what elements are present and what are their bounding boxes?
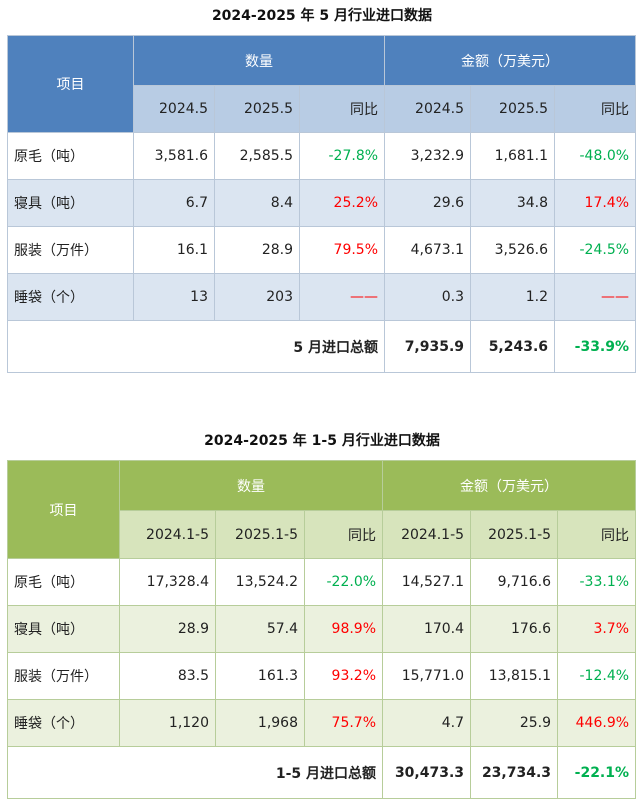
amt-prev: 14,527.1	[382, 558, 472, 606]
amt-curr: 13,815.1	[470, 652, 559, 700]
amt-prev: 0.3	[384, 273, 472, 321]
amt-prev: 170.4	[382, 605, 472, 653]
amt-prev: 15,771.0	[382, 652, 472, 700]
amt-yoy: 446.9%	[557, 699, 637, 747]
total-amt-yoy: -33.9%	[554, 320, 637, 373]
total-amt-prev: 7,935.9	[384, 320, 472, 373]
sub-header-amt-prev: 2024.5	[384, 85, 472, 133]
row-label: 服装（万件）	[7, 652, 120, 700]
sub-header-qty-curr: 2025.1-5	[215, 510, 305, 559]
qty-curr: 1,968	[215, 699, 305, 747]
sub-header-qty-yoy: 同比	[303, 510, 384, 559]
jan-may-import-table: 项目 数量 金额（万美元） 2024.1-5 2025.1-5 同比 2024.…	[6, 460, 637, 799]
amt-curr: 1.2	[470, 273, 556, 321]
qty-yoy: 75.7%	[303, 699, 384, 747]
amt-prev: 3,232.9	[384, 132, 472, 180]
amt-prev: 29.6	[384, 179, 472, 227]
qty-prev: 83.5	[119, 652, 216, 700]
row-label: 原毛（吨）	[7, 558, 120, 606]
qty-curr: 57.4	[215, 605, 305, 653]
item-header: 项目	[7, 35, 134, 133]
table-row: 寝具（吨） 28.9 57.4 98.9% 170.4 176.6 3.7%	[7, 605, 637, 653]
amt-yoy: -33.1%	[557, 558, 637, 606]
amt-curr: 25.9	[470, 699, 559, 747]
sub-header-amt-yoy: 同比	[557, 510, 637, 559]
amt-yoy: -24.5%	[554, 226, 637, 274]
sub-header-qty-curr: 2025.5	[214, 85, 300, 133]
sub-header-qty-prev: 2024.1-5	[119, 510, 216, 559]
amt-yoy: ——	[554, 273, 637, 321]
quantity-header: 数量	[132, 35, 386, 86]
total-label: 5 月进口总额	[6, 320, 386, 373]
amt-curr: 1,681.1	[470, 132, 556, 180]
total-amt-curr: 23,734.3	[470, 746, 559, 799]
qty-yoy: 93.2%	[303, 652, 384, 700]
table-row: 睡袋（个） 1,120 1,968 75.7% 4.7 25.9 446.9%	[7, 699, 637, 747]
qty-prev: 17,328.4	[119, 558, 216, 606]
amt-curr: 9,716.6	[470, 558, 559, 606]
qty-yoy: 98.9%	[303, 605, 384, 653]
table-row: 睡袋（个） 13 203 —— 0.3 1.2 ——	[7, 273, 637, 321]
sub-header-amt-curr: 2025.1-5	[470, 510, 559, 559]
amt-yoy: 17.4%	[554, 179, 637, 227]
amt-curr: 176.6	[470, 605, 559, 653]
row-label: 原毛（吨）	[7, 132, 134, 180]
qty-prev: 16.1	[133, 226, 215, 274]
qty-prev: 3,581.6	[133, 132, 215, 180]
total-amt-curr: 5,243.6	[470, 320, 556, 373]
qty-curr: 8.4	[214, 179, 300, 227]
table-row: 寝具（吨） 6.7 8.4 25.2% 29.6 34.8 17.4%	[7, 179, 637, 227]
total-row: 5 月进口总额 7,935.9 5,243.6 -33.9%	[6, 320, 637, 373]
sub-header-amt-prev: 2024.1-5	[382, 510, 472, 559]
qty-curr: 13,524.2	[215, 558, 305, 606]
row-label: 服装（万件）	[7, 226, 134, 274]
amt-yoy: -48.0%	[554, 132, 637, 180]
qty-yoy: -27.8%	[298, 132, 386, 180]
table-row: 服装（万件） 16.1 28.9 79.5% 4,673.1 3,526.6 -…	[7, 226, 637, 274]
sub-header-amt-curr: 2025.5	[470, 85, 556, 133]
amt-curr: 34.8	[470, 179, 556, 227]
qty-curr: 203	[214, 273, 300, 321]
table-row: 原毛（吨） 17,328.4 13,524.2 -22.0% 14,527.1 …	[7, 558, 637, 606]
amount-header: 金额（万美元）	[384, 35, 637, 86]
total-label: 1-5 月进口总额	[6, 746, 384, 799]
sub-header-amt-yoy: 同比	[554, 85, 637, 133]
table2-title: 2024-2025 年 1-5 月行业进口数据	[204, 433, 440, 449]
table1-title: 2024-2025 年 5 月行业进口数据	[211, 8, 433, 24]
qty-prev: 1,120	[119, 699, 216, 747]
qty-yoy: ——	[298, 273, 386, 321]
may-import-table: 项目 数量 金额（万美元） 2024.5 2025.5 同比 2024.5 20…	[6, 35, 637, 373]
quantity-header: 数量	[118, 460, 384, 511]
qty-curr: 161.3	[215, 652, 305, 700]
table-row: 服装（万件） 83.5 161.3 93.2% 15,771.0 13,815.…	[7, 652, 637, 700]
row-label: 寝具（吨）	[7, 605, 120, 653]
sub-header-qty-prev: 2024.5	[133, 85, 215, 133]
table-row: 原毛（吨） 3,581.6 2,585.5 -27.8% 3,232.9 1,6…	[7, 132, 637, 180]
row-label: 睡袋（个）	[7, 699, 120, 747]
qty-yoy: 79.5%	[298, 226, 386, 274]
item-header: 项目	[7, 460, 120, 559]
total-amt-prev: 30,473.3	[382, 746, 472, 799]
row-label: 睡袋（个）	[7, 273, 134, 321]
total-row: 1-5 月进口总额 30,473.3 23,734.3 -22.1%	[6, 746, 637, 799]
amt-yoy: -12.4%	[557, 652, 637, 700]
amt-prev: 4.7	[382, 699, 472, 747]
amount-header: 金额（万美元）	[382, 460, 637, 511]
qty-yoy: -22.0%	[303, 558, 384, 606]
qty-curr: 2,585.5	[214, 132, 300, 180]
qty-prev: 28.9	[119, 605, 216, 653]
qty-prev: 13	[133, 273, 215, 321]
amt-prev: 4,673.1	[384, 226, 472, 274]
row-label: 寝具（吨）	[7, 179, 134, 227]
amt-yoy: 3.7%	[557, 605, 637, 653]
qty-yoy: 25.2%	[298, 179, 386, 227]
amt-curr: 3,526.6	[470, 226, 556, 274]
qty-curr: 28.9	[214, 226, 300, 274]
qty-prev: 6.7	[133, 179, 215, 227]
sub-header-qty-yoy: 同比	[298, 85, 386, 133]
total-amt-yoy: -22.1%	[557, 746, 637, 799]
